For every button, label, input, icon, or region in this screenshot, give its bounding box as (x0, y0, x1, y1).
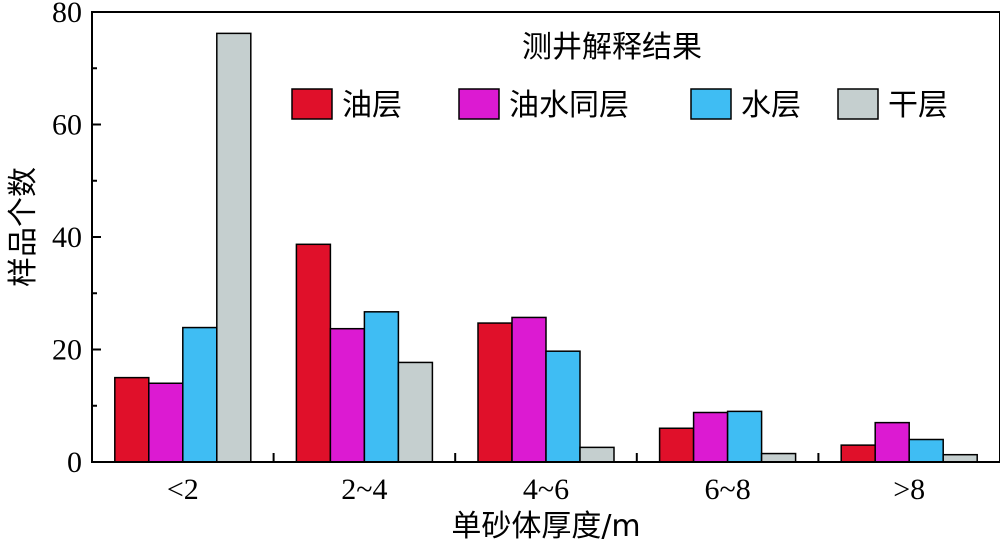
legend-swatch-1 (291, 88, 333, 120)
bar-3-1 (477, 322, 513, 463)
legend-label-2: 油水同层 (509, 88, 629, 123)
bar-5-1 (840, 444, 876, 463)
bar-5-2 (874, 421, 910, 463)
bar-3-3 (545, 350, 581, 463)
y-tick-label: 0 (67, 446, 82, 479)
x-tick-label: 2~4 (341, 473, 387, 506)
x-tick-label: 6~8 (704, 473, 750, 506)
x-axis-title: 单砂体厚度/m (451, 509, 640, 544)
bar-5-4 (942, 453, 978, 463)
bar-1-2 (148, 382, 184, 463)
legend: 测井解释结果 油层 油水同层 水层 干层 (291, 30, 948, 123)
bar-3-4 (579, 446, 615, 463)
legend-swatch-4 (837, 88, 879, 120)
bar-1-4 (216, 32, 252, 463)
bar-2-1 (295, 243, 332, 463)
bars (114, 32, 978, 463)
y-tick-label: 20 (52, 334, 82, 367)
legend-label-4: 干层 (888, 88, 948, 123)
y-axis-title: 样品个数 (6, 167, 41, 287)
y-tick-label: 80 (52, 0, 82, 29)
legend-items: 油层 油水同层 水层 干层 (291, 88, 948, 123)
legend-swatch-2 (458, 88, 500, 120)
legend-swatch-3 (690, 88, 732, 120)
bar-4-4 (760, 452, 797, 463)
bar-2-3 (363, 311, 400, 463)
x-tick-label: 4~6 (523, 473, 569, 506)
x-tick-label: >8 (893, 473, 925, 506)
legend-label-3: 水层 (741, 88, 801, 123)
legend-label-1: 油层 (342, 88, 402, 123)
bar-4-1 (658, 427, 695, 463)
bar-2-4 (397, 361, 434, 463)
bar-4-2 (692, 411, 729, 463)
x-axis-ticks: <2 2~4 4~6 6~8 >8 (167, 453, 925, 506)
bar-4-3 (726, 410, 763, 463)
bar-1-1 (114, 376, 150, 463)
bar-2-2 (329, 327, 366, 463)
bar-3-2 (511, 316, 547, 463)
y-axis-ticks: 0 20 40 60 80 (52, 0, 101, 479)
x-tick-label: <2 (167, 473, 199, 506)
y-tick-label: 40 (52, 221, 82, 254)
legend-title: 测井解释结果 (522, 30, 702, 65)
bar-1-3 (182, 326, 218, 463)
bar-5-3 (908, 438, 944, 463)
y-tick-label: 60 (52, 109, 82, 142)
